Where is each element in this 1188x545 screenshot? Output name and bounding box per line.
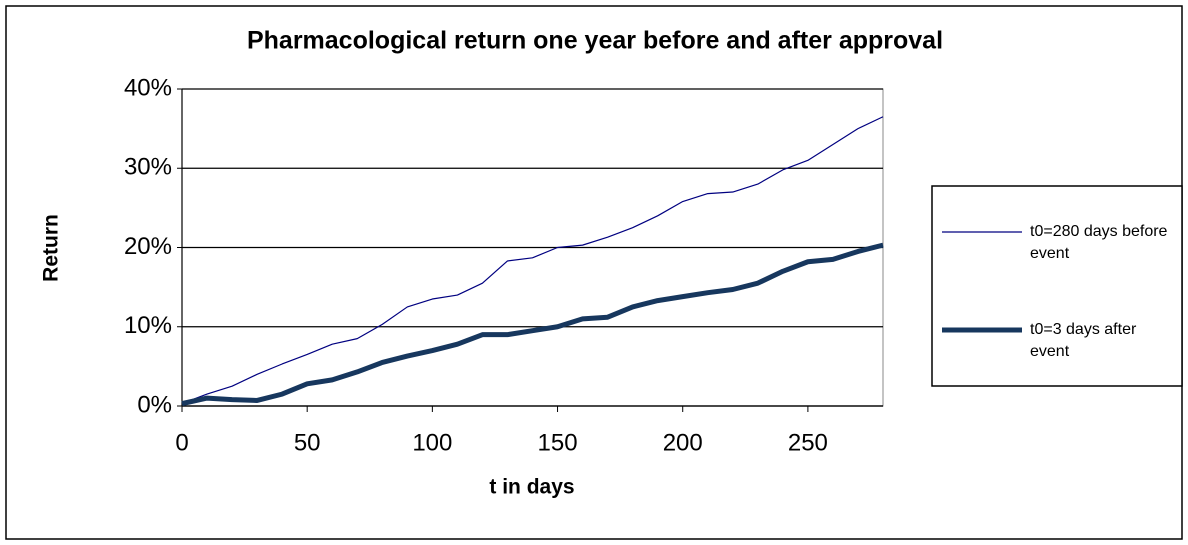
x-tick-label: 250 (788, 429, 828, 456)
series-line (181, 116, 884, 405)
legend-label: t0=3 days after event (1030, 321, 1137, 360)
chart-title: Pharmacological return one year before a… (247, 27, 943, 55)
legend-box (931, 185, 1183, 387)
y-tick-label: 30% (124, 154, 172, 181)
y-tick-label: 20% (124, 233, 172, 260)
y-tick-label: 0% (137, 391, 172, 418)
x-tick-label: 100 (412, 429, 452, 456)
y-tick-label: 40% (124, 74, 172, 101)
x-tick-label: 50 (294, 429, 321, 456)
x-tick-label: 150 (538, 429, 578, 456)
x-axis-label: t in days (489, 476, 574, 499)
y-tick-label: 10% (124, 312, 172, 339)
y-axis-label: Return (40, 214, 63, 282)
legend-label: t0=280 days before event (1030, 223, 1168, 262)
x-tick-label: 200 (663, 429, 703, 456)
x-tick-label: 0 (175, 429, 188, 456)
series-line (181, 242, 884, 407)
